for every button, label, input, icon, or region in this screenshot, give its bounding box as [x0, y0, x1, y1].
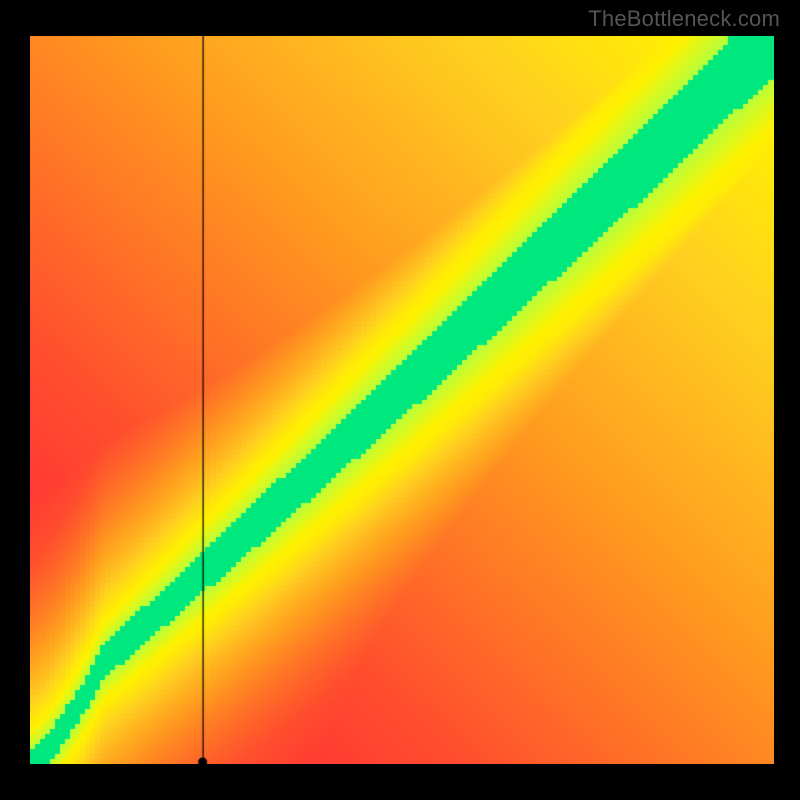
heatmap-canvas — [30, 36, 774, 764]
heatmap-plot — [30, 36, 774, 764]
chart-container: TheBottleneck.com — [0, 0, 800, 800]
watermark-text: TheBottleneck.com — [588, 6, 780, 32]
